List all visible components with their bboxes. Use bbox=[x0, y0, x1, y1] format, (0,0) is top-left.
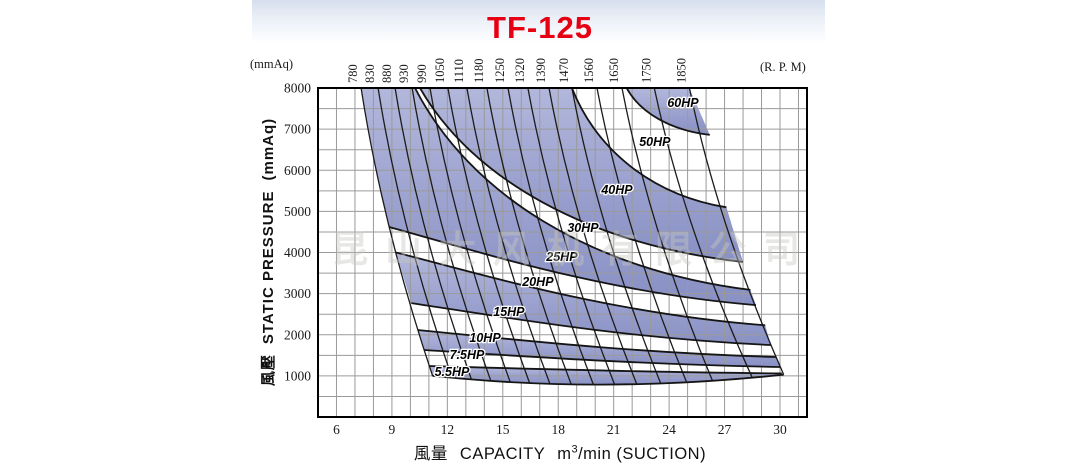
hp-curve bbox=[414, 88, 751, 291]
x-tick-label: 9 bbox=[389, 422, 396, 437]
top-gradient-decoration bbox=[252, 0, 825, 44]
x-axis-title-unit: m3/min (SUCTION) bbox=[557, 443, 707, 464]
hp-curve bbox=[571, 88, 727, 209]
x-axis-title-en: CAPACITY bbox=[459, 445, 546, 463]
hp-band bbox=[626, 88, 710, 135]
y-axis-title: 風壓 STATIC PRESSURE (mmAq) bbox=[257, 112, 279, 392]
rpm-line bbox=[411, 88, 492, 382]
plot-area bbox=[318, 88, 807, 417]
page-title: TF-125 bbox=[487, 10, 593, 45]
hp-label: 30HP bbox=[567, 221, 599, 235]
x-tick-label: 24 bbox=[662, 422, 676, 437]
rpm-line bbox=[377, 88, 453, 379]
rpm-label: 1750 bbox=[639, 58, 653, 83]
x-tick-label: 12 bbox=[441, 422, 455, 437]
rpm-label: 930 bbox=[397, 64, 411, 83]
hp-label: 20HP bbox=[521, 275, 554, 289]
x-tick-label: 30 bbox=[773, 422, 787, 437]
rpm-label: 780 bbox=[346, 64, 360, 83]
y-tick-label: 6000 bbox=[284, 163, 311, 178]
hp-band bbox=[396, 252, 771, 345]
y-axis-title-cjk: 風壓 bbox=[260, 354, 277, 387]
x-tick-label: 27 bbox=[718, 422, 732, 437]
x-tick-label: 15 bbox=[496, 422, 510, 437]
rpm-label: 1390 bbox=[534, 58, 548, 83]
rpm-label: 1470 bbox=[557, 58, 571, 83]
y-tick-label: 2000 bbox=[284, 327, 311, 342]
hp-label: 40HP bbox=[600, 183, 633, 197]
rpm-line bbox=[360, 88, 434, 377]
hp-curve bbox=[411, 302, 771, 346]
y-axis-title-en: STATIC PRESSURE bbox=[260, 190, 277, 345]
rpm-label: 1180 bbox=[472, 58, 486, 83]
y-axis-unit-label: (mmAq) bbox=[250, 57, 294, 71]
hp-label: 5.5HP bbox=[435, 365, 470, 379]
hp-label: 7.5HP bbox=[450, 348, 485, 362]
rpm-label: 1650 bbox=[607, 58, 621, 83]
hp-label: 60HP bbox=[667, 96, 699, 110]
y-tick-label: 1000 bbox=[284, 368, 311, 383]
x-axis-title: 風量 CAPACITY m3/min (SUCTION) bbox=[20, 440, 1080, 464]
hp-label: 25HP bbox=[545, 250, 578, 264]
rpm-line bbox=[653, 88, 753, 379]
rpm-label: 990 bbox=[415, 64, 429, 83]
hp-band bbox=[428, 366, 784, 385]
rpm-line bbox=[548, 88, 638, 385]
x-tick-label: 6 bbox=[333, 422, 340, 437]
hp-curve bbox=[417, 329, 777, 358]
rpm-label: 1320 bbox=[513, 58, 527, 83]
rpm-label: 880 bbox=[380, 64, 394, 83]
hp-label: 15HP bbox=[493, 305, 525, 319]
x-axis-title-cjk: 風量 bbox=[413, 445, 448, 463]
rpm-label: 1110 bbox=[452, 59, 466, 83]
hp-band bbox=[420, 88, 743, 262]
rpm-label: 1250 bbox=[493, 58, 507, 83]
y-tick-label: 7000 bbox=[284, 122, 311, 137]
y-tick-label: 8000 bbox=[284, 81, 311, 96]
y-tick-label: 3000 bbox=[284, 286, 311, 301]
x-tick-label: 21 bbox=[607, 422, 621, 437]
y-axis-title-unit: (mmAq) bbox=[260, 117, 277, 181]
x-tick-label: 18 bbox=[551, 422, 565, 437]
rpm-line bbox=[688, 88, 785, 375]
hp-label: 10HP bbox=[469, 331, 501, 345]
rpm-line bbox=[596, 88, 688, 383]
rpm-axis-unit-label: (R. P. M) bbox=[760, 60, 806, 74]
hp-curve bbox=[388, 226, 757, 306]
rpm-line bbox=[447, 88, 531, 384]
rpm-label: 830 bbox=[363, 64, 377, 83]
rpm-line bbox=[486, 88, 572, 385]
hp-curve bbox=[625, 88, 710, 136]
rpm-line bbox=[571, 88, 662, 384]
rpm-line bbox=[621, 88, 714, 382]
hp-curve bbox=[419, 88, 744, 263]
rpm-line bbox=[466, 88, 551, 385]
y-tick-label: 5000 bbox=[284, 204, 311, 219]
y-tick-label: 4000 bbox=[284, 245, 311, 260]
hp-curve bbox=[432, 373, 784, 386]
hp-curve bbox=[424, 349, 781, 368]
hp-label: 50HP bbox=[639, 135, 671, 149]
rpm-label: 1560 bbox=[582, 58, 596, 83]
hp-curve bbox=[428, 365, 782, 375]
rpm-label: 1050 bbox=[433, 58, 447, 83]
plot-border bbox=[317, 87, 808, 418]
rpm-line bbox=[394, 88, 473, 380]
rpm-label: 1850 bbox=[674, 58, 688, 83]
hp-curve bbox=[395, 251, 766, 327]
